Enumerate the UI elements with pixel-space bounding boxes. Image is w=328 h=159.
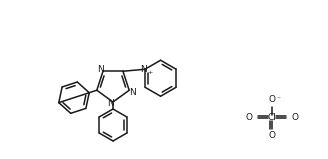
Text: O: O [292, 114, 298, 122]
Text: +: + [147, 70, 153, 75]
Text: Cl: Cl [268, 114, 277, 122]
Text: O: O [269, 131, 276, 141]
Text: O: O [245, 114, 253, 122]
Text: O: O [269, 94, 276, 104]
Text: N: N [141, 65, 147, 74]
Text: N: N [129, 88, 135, 97]
Text: N: N [107, 100, 113, 108]
Text: N: N [97, 65, 103, 74]
Text: ⁻: ⁻ [276, 94, 280, 104]
